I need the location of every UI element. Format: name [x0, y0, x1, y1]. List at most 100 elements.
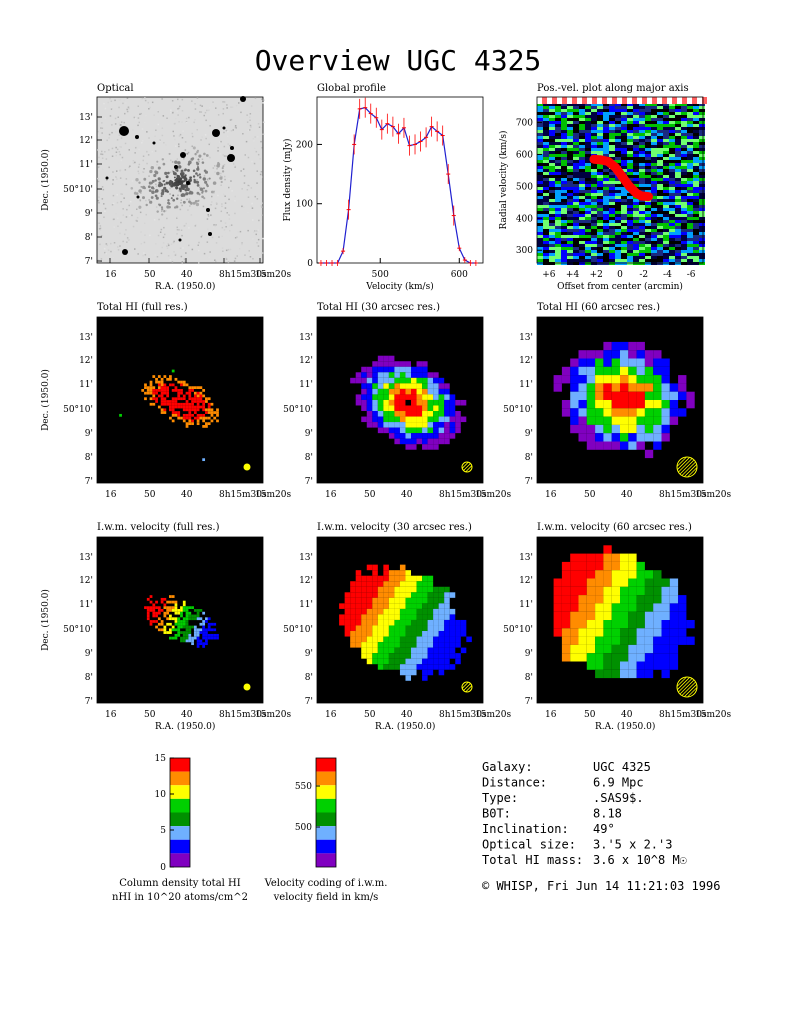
pv-noise-cell [603, 142, 609, 145]
pv-noise-cell [603, 220, 609, 223]
pv-noise-cell [615, 142, 621, 145]
pv-noise-cell [675, 151, 681, 154]
map-pixel [182, 397, 186, 401]
pv-noise-cell [543, 163, 549, 166]
pv-noise-cell [693, 172, 699, 175]
pv-noise-cell [549, 253, 555, 256]
noise-grain [181, 121, 183, 123]
pv-noise-cell [573, 178, 579, 181]
map-pixel [399, 647, 406, 654]
map-pixel [578, 611, 587, 620]
map-pixel [433, 614, 439, 620]
map-pixel [620, 375, 629, 384]
map-pixel [193, 625, 197, 629]
map-pixel [377, 592, 384, 598]
pv-noise-cell [603, 124, 609, 127]
map-pixel [427, 669, 434, 676]
pv-noise-cell [561, 262, 567, 265]
noise-grain [237, 231, 239, 233]
pv-noise-cell [597, 187, 603, 190]
pv-noise-cell [627, 118, 633, 121]
galaxy-pixel [163, 186, 167, 190]
pv-noise-cell [573, 121, 579, 124]
map-pixel [438, 422, 445, 428]
optical-panel: Optical 16 50 40 8h15m30s15m20s13'12'11'50°… [40, 83, 291, 292]
noise-grain [188, 116, 190, 119]
map-pixel [628, 341, 637, 351]
pv-noise-cell [639, 118, 645, 121]
noise-grain [144, 121, 146, 124]
map-pixel [661, 611, 670, 620]
pv-noise-cell [561, 193, 567, 196]
galaxy-pixel [166, 205, 170, 209]
pv-noise-cell [585, 175, 591, 178]
map-pixel [160, 389, 164, 392]
pv-noise-cell [621, 235, 627, 238]
map-pixel [372, 422, 378, 428]
map-pixel [411, 383, 417, 389]
noise-grain [98, 227, 101, 230]
map-pixel [171, 636, 175, 640]
noise-grain [181, 262, 183, 265]
noise-grain [212, 101, 214, 103]
dec-tick-label: 7' [85, 257, 93, 267]
pv-noise-cell [549, 226, 555, 229]
pv-noise-cell [597, 103, 603, 106]
noise-grain [163, 226, 165, 229]
pv-noise-cell [627, 115, 633, 118]
map-pixel [628, 358, 637, 367]
noise-grain [213, 192, 215, 194]
hi-60-title: Total HI (60 arcsec res.) [537, 302, 660, 313]
pv-noise-cell [693, 253, 699, 256]
map-pixel [669, 611, 679, 620]
pv-noise-cell [561, 160, 567, 163]
map-pixel [611, 383, 620, 392]
pv-noise-cell [543, 133, 549, 136]
pv-noise-cell [567, 127, 573, 130]
map-pixel [174, 617, 178, 621]
map-pixel [174, 386, 178, 390]
pv-noise-cell [699, 241, 705, 244]
map-pixel [416, 388, 423, 395]
noise-grain [249, 119, 251, 121]
pv-noise-cell [603, 190, 609, 193]
map-pixel [620, 603, 629, 612]
map-pixel [553, 595, 562, 604]
pv-noise-cell [675, 184, 681, 187]
map-pixel [152, 606, 156, 610]
galaxy-pixel [138, 189, 142, 193]
pv-top-row [617, 97, 622, 104]
pv-noise-cell [603, 172, 609, 175]
noise-grain [152, 189, 155, 191]
pv-noise-cell [567, 163, 573, 166]
map-pixel [191, 402, 194, 406]
pv-noise-cell [663, 259, 669, 262]
pv-noise-cell [609, 121, 615, 124]
noise-grain [214, 165, 216, 167]
noise-grain [124, 112, 126, 115]
map-pixel [177, 631, 181, 634]
map-pixel [191, 405, 194, 409]
noise-grain [112, 202, 115, 205]
noise-grain [259, 173, 262, 176]
map-pixel [578, 408, 587, 417]
pv-noise-cell [615, 193, 621, 196]
map-pixel [210, 633, 214, 637]
noise-grain [154, 150, 157, 152]
ra-tick-label: 15m20s [255, 490, 291, 500]
map-pixel [644, 661, 654, 670]
pv-noise-cell [567, 229, 573, 232]
map-pixel [411, 625, 417, 632]
map-pixel [449, 394, 456, 400]
map-pixel [169, 628, 172, 632]
pv-noise-cell [561, 136, 567, 139]
pv-noise-cell [537, 103, 543, 106]
map-pixel [149, 391, 153, 395]
map-pixel [405, 592, 412, 598]
map-pixel [427, 388, 434, 395]
pv-noise-cell [657, 139, 663, 142]
map-pixel [146, 617, 150, 621]
map-pixel [383, 597, 389, 604]
pv-noise-cell [627, 160, 633, 163]
pv-noise-cell [687, 166, 693, 169]
